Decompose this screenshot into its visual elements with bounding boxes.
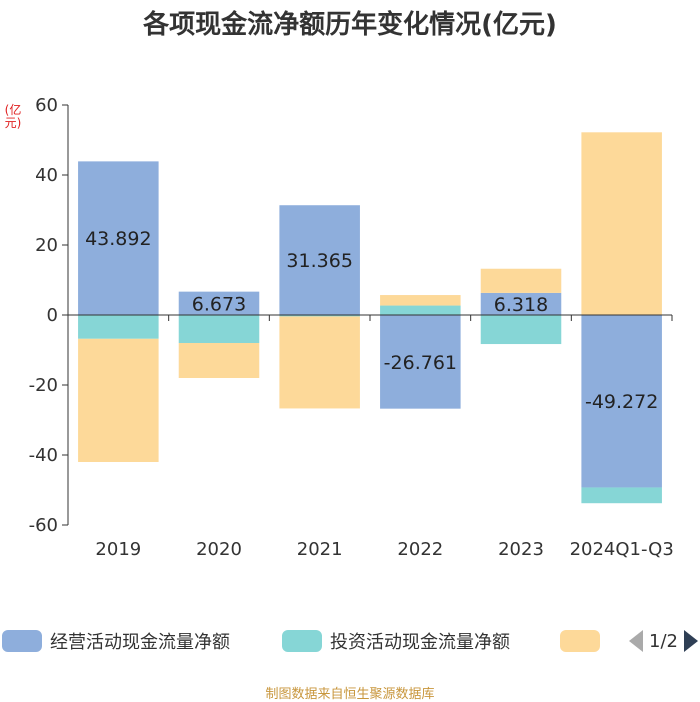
legend-pager: 1/2: [629, 627, 698, 655]
bar-series1-2024Q1-Q3: [581, 487, 662, 504]
y-axis-unit-label: (亿元): [4, 103, 22, 130]
x-tick-label: 2019: [95, 539, 141, 560]
data-label: -26.761: [384, 352, 457, 374]
bar-series1-2023: [480, 315, 562, 345]
legend-label-investing: 投资活动现金流量净额: [330, 632, 510, 653]
bar-series2-2022: [380, 295, 461, 306]
legend-swatch-financing: [560, 630, 600, 652]
bar-series2-2021: [279, 316, 360, 409]
y-tick-label: 60: [35, 95, 58, 116]
bar-series2-2024Q1-Q3: [581, 132, 662, 315]
y-tick-label: 0: [47, 305, 58, 326]
cash-flow-chart: -60 -40 -20 0 20 40 60 2019 2020 2021 2022 2023 2024…: [29, 95, 674, 560]
bar-series0-2023: [480, 292, 562, 315]
x-tick-label: 2024Q1-Q3: [570, 539, 674, 560]
bar-series2-2020: [178, 343, 260, 378]
bar-series0-2022: [380, 315, 461, 409]
x-tick-label: 2020: [196, 539, 242, 560]
legend-swatch-operating: [2, 630, 42, 652]
pager-prev-icon[interactable]: [629, 630, 644, 652]
data-label: 43.892: [85, 228, 151, 250]
data-label: 31.365: [286, 250, 352, 272]
y-tick-label: 40: [35, 165, 58, 186]
pager-page-text: 1/2: [649, 630, 678, 652]
legend-label-operating: 经营活动现金流量净额: [50, 632, 230, 653]
legend-item-operating[interactable]: 经营活动现金流量净额: [2, 627, 230, 655]
chart-title: 各项现金流净额历年变化情况(亿元): [143, 10, 557, 40]
data-label: 6.673: [192, 293, 246, 315]
legend: 经营活动现金流量净额 投资活动现金流量净额 1/2: [0, 627, 700, 655]
bar-series1-2021: [279, 315, 360, 317]
bar-series0-2019: [78, 161, 159, 315]
x-tick-label: 2022: [397, 539, 443, 560]
bar-series1-2019: [78, 315, 159, 339]
bar-series0-2021: [279, 205, 360, 315]
bar-series1-2020: [178, 315, 260, 343]
bar-series0-2020: [178, 291, 260, 315]
x-tick-label: 2021: [297, 539, 343, 560]
y-tick-label: -20: [29, 375, 58, 396]
y-tick-label: 20: [35, 235, 58, 256]
legend-swatch-investing: [282, 630, 322, 652]
bar-series1-2022: [380, 305, 461, 315]
data-label: 6.318: [494, 294, 548, 316]
source-note: 制图数据来自恒生聚源数据库: [265, 687, 435, 702]
x-tick-label: 2023: [498, 539, 544, 560]
bar-series2-2019: [78, 338, 159, 462]
y-tick-label: -60: [29, 515, 58, 536]
pager-next-icon[interactable]: [684, 630, 698, 652]
data-label: -49.272: [585, 391, 658, 413]
y-tick-label: -40: [29, 445, 58, 466]
legend-item-investing[interactable]: 投资活动现金流量净额: [282, 627, 510, 655]
legend-item-financing[interactable]: [560, 627, 608, 655]
bar-series2-2023: [480, 268, 562, 293]
bar-series0-2024Q1-Q3: [581, 315, 662, 488]
